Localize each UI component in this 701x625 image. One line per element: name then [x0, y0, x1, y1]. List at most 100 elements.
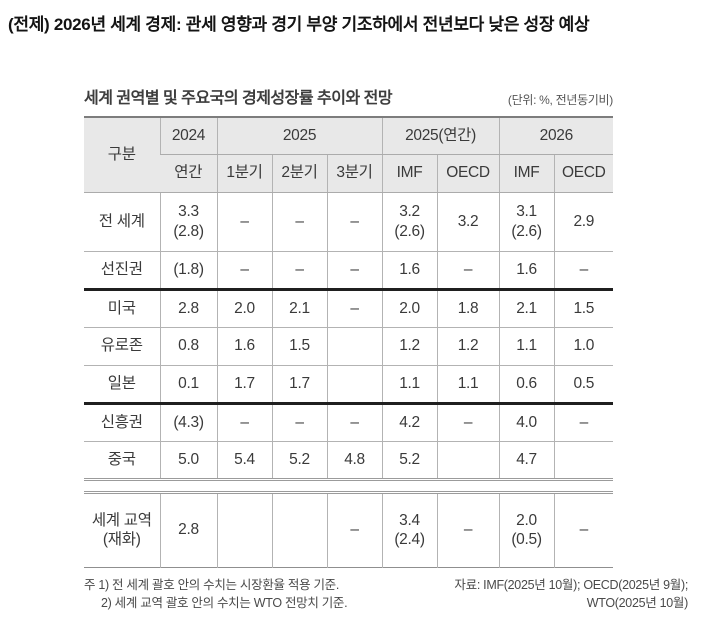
table-cell: – [326, 289, 383, 327]
footnotes-left: 주 1) 전 세계 괄호 안의 수치는 시장환율 적용 기준. 2) 세계 교역… [84, 576, 348, 612]
table-cell: – [436, 251, 500, 289]
source-note-2: WTO(2025년 10월) [586, 595, 689, 610]
table-cell: 1.0 [553, 327, 614, 365]
source-notes: 자료: IMF(2025년 10월); OECD(2025년 9월); WTO(… [454, 576, 688, 612]
row-label: 전 세계 [98, 212, 145, 230]
table-cell: 3.4 (2.4) [381, 492, 437, 567]
header-cell-subcol: OECD [436, 154, 500, 193]
table-cell [216, 492, 272, 567]
table-cell [326, 365, 383, 403]
table-cell: 1.5 [553, 289, 614, 327]
table-row: 미국 2.8 2.0 2.1–2.0 1.8 2.1 1.5 [84, 289, 614, 327]
header-cell-group: 2026 [498, 117, 614, 155]
footnote-1: 주 1) 전 세계 괄호 안의 수치는 시장환율 적용 기준. [84, 577, 340, 592]
table-cell: 1.1 [381, 365, 438, 403]
table-cell: – [436, 492, 499, 567]
table-cell: 5.2 [271, 441, 327, 479]
table-cell: – [436, 403, 500, 441]
page-title: (전제) 2026년 세계 경제: 관세 영향과 경기 부양 기조하에서 전년보… [8, 15, 590, 34]
header-cell-subcol: 1분기 [216, 154, 272, 193]
unit-note: (단위: %, 전년동기비) [507, 93, 613, 107]
main-table-header: 구분 2024 2025 2025(연간) 2026 연간 1분기 2분기 3분기 IMF OECD… [84, 117, 614, 193]
trade-table-body: 세계 교역 (재화) 2.8–3.4 (2.4) –2.0 (0.5) – [84, 492, 613, 567]
table-cell: – [326, 192, 383, 251]
table-cell: – [216, 192, 272, 251]
table-cell: 3.2 (2.6) [381, 192, 438, 251]
header-cell-corner: 구분 [84, 117, 160, 193]
footnote-2: 2) 세계 교역 괄호 안의 수치는 WTO 전망치 기준. [101, 595, 348, 610]
growth-rate-table: 구분 2024 2025 2025(연간) 2026 연간 1분기 2분기 3분기 IMF OECD… [84, 116, 614, 481]
row-label: 중국 [107, 450, 136, 468]
table-cell: 5.4 [216, 441, 272, 479]
table-cell: 0.6 [498, 365, 555, 403]
table-cell: – [216, 403, 272, 441]
table-cell: – [271, 403, 327, 441]
row-label: 유로존 [100, 337, 143, 355]
table-row: 유로존 0.8 1.6 1.5 1.2 1.2 1.1 1.0 [84, 327, 614, 365]
row-label: 미국 [107, 299, 136, 317]
source-note-1: 자료: IMF(2025년 10월); OECD(2025년 9월); [454, 577, 688, 592]
table-cell: 1.5 [271, 327, 327, 365]
table-cell: 1.6 [381, 251, 438, 289]
table-cell: 2.1 [498, 289, 555, 327]
table-cell: 0.1 [159, 365, 217, 403]
table-cell: 3.1 (2.6) [498, 192, 555, 251]
table-title: 세계 권역별 및 주요국의 경제성장률 추이와 전망 [84, 90, 393, 107]
table-row: 선진권 (1.8) – – –1.6–1.6– [84, 251, 614, 289]
table-cell: – [553, 251, 614, 289]
header-cell-group: 2024 [159, 117, 217, 155]
header-cell-subcol: IMF [498, 154, 555, 193]
table-cell: – [326, 251, 383, 289]
header-cell-subcol: OECD [553, 154, 614, 193]
header-row-groups: 구분 2024 2025 2025(연간) 2026 [84, 117, 614, 193]
table-row: 세계 교역 (재화) 2.8–3.4 (2.4) –2.0 (0.5) – [84, 492, 613, 567]
table-row: 신흥권 (4.3) – – –4.2–4.0– [84, 403, 614, 441]
table-cell: 2.8 [159, 289, 217, 327]
table-cell: 2.0 (0.5) [498, 492, 554, 567]
footnotes: 주 1) 전 세계 괄호 안의 수치는 시장환율 적용 기준. 2) 세계 교역… [84, 576, 688, 612]
table-block: 세계 권역별 및 주요국의 경제성장률 추이와 전망 (단위: %, 전년동기비… [84, 74, 688, 612]
table-row: 전 세계 3.3 (2.8) – – –3.2 (2.6) 3.2 3.1 (2.6) 2.9 [84, 192, 614, 251]
table-cell: – [216, 251, 272, 289]
table-cell: 2.0 [381, 289, 438, 327]
header-row-subcols: 연간 1분기 2분기 3분기 IMF OECD IMF OECD [84, 154, 614, 193]
header-cell-group: 2025 [216, 117, 383, 155]
header-cell-subcol: 연간 [160, 154, 217, 193]
table-cell: 2.0 [216, 289, 272, 327]
table-cell: 4.7 [498, 441, 555, 479]
table-cell: – [326, 403, 383, 441]
table-cell: 1.2 [381, 327, 438, 365]
table-cell: – [553, 403, 614, 441]
table-cell [553, 441, 614, 479]
table-cell [436, 441, 500, 479]
table-cell: 3.3 (2.8) [159, 192, 217, 251]
table-cell: 4.0 [498, 403, 555, 441]
table-cell: 0.8 [159, 327, 217, 365]
table-cell: 5.0 [159, 441, 217, 479]
table-cell [271, 492, 327, 567]
table-cell: (4.3) [159, 403, 217, 441]
table-cell: 2.9 [553, 192, 614, 251]
header-cell-subcol: 3분기 [326, 154, 383, 193]
table-cell: 1.1 [436, 365, 500, 403]
table-cell: (1.8) [159, 251, 217, 289]
table-cell [326, 327, 383, 365]
table-cell: – [271, 192, 327, 251]
table-cell: 1.2 [436, 327, 500, 365]
table-cell: 5.2 [381, 441, 438, 479]
row-label: 세계 교역 (재화) [91, 511, 152, 548]
table-cell: 1.1 [498, 327, 555, 365]
table-cell: 4.8 [326, 441, 383, 479]
table-cell: – [326, 492, 382, 567]
row-label: 선진권 [100, 260, 143, 278]
main-table-body: 전 세계 3.3 (2.8) – – –3.2 (2.6) 3.2 3.1 (2.6) 2.9… [84, 192, 614, 479]
table-cell: 1.8 [436, 289, 500, 327]
world-trade-table: 세계 교역 (재화) 2.8–3.4 (2.4) –2.0 (0.5) – [84, 490, 613, 568]
table-caption-row: 세계 권역별 및 주요국의 경제성장률 추이와 전망 (단위: %, 전년동기비… [84, 74, 613, 108]
table-cell: 4.2 [381, 403, 438, 441]
table-cell: 2.8 [159, 492, 217, 567]
header-cell-group: 2025(연간) [381, 117, 500, 155]
table-row: 중국 5.0 5.4 5.2 4.8 5.2 4.7 [84, 441, 614, 479]
header-cell-subcol: 2분기 [271, 154, 327, 193]
